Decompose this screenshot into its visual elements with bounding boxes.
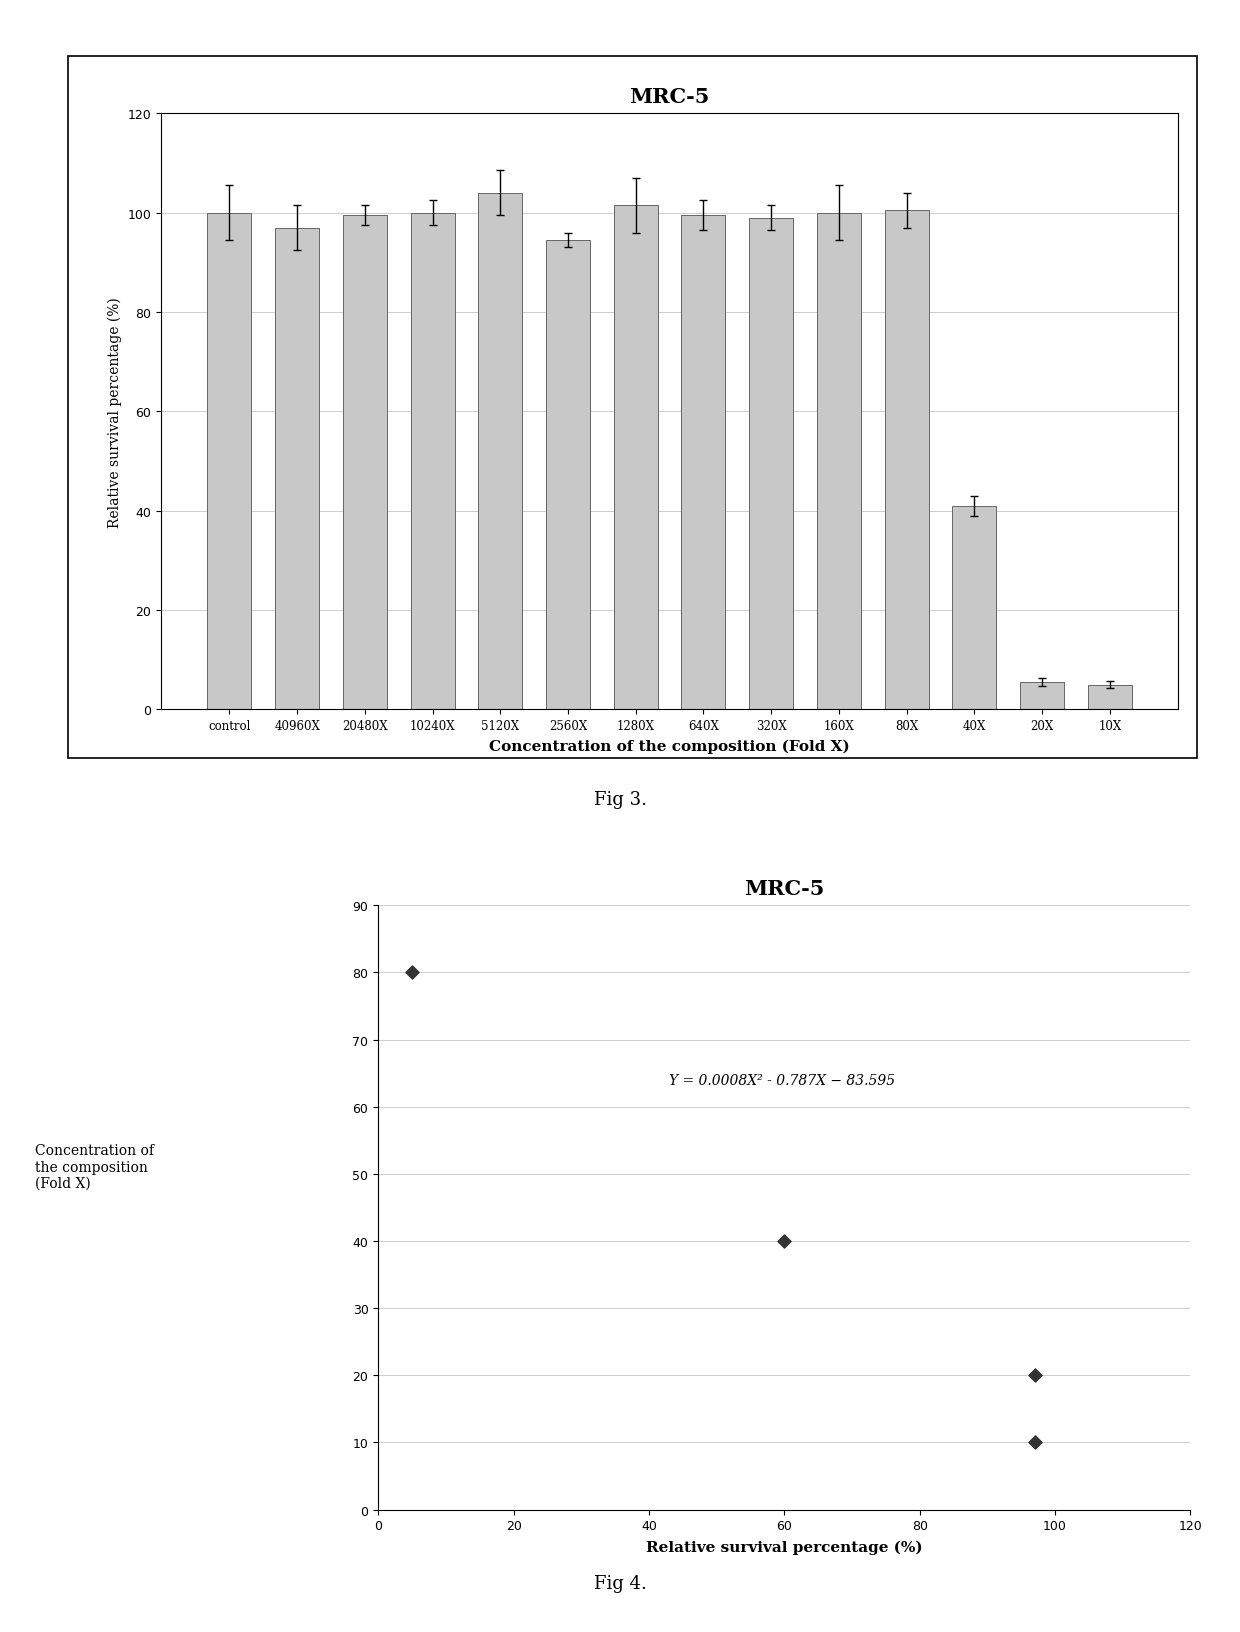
Bar [749,219,794,710]
Bar [1087,685,1132,710]
Title: MRC-5: MRC-5 [630,86,709,108]
Point [1024,1363,1044,1389]
Bar [952,506,997,710]
Bar [546,242,590,710]
Point [1024,1430,1044,1456]
Title: MRC-5: MRC-5 [744,878,825,899]
Text: Concentration of
the composition
(Fold X): Concentration of the composition (Fold X… [35,1144,154,1190]
Bar [410,214,455,710]
Bar [682,215,725,710]
Bar [1021,682,1064,710]
Text: Y = 0.0008X² - 0.787X − 83.595: Y = 0.0008X² - 0.787X − 83.595 [670,1074,895,1087]
X-axis label: Relative survival percentage (%): Relative survival percentage (%) [646,1539,923,1554]
Point [402,960,422,986]
Bar [342,215,387,710]
Y-axis label: Relative survival percentage (%): Relative survival percentage (%) [108,297,122,527]
Bar [479,194,522,710]
Bar [207,214,252,710]
Point [774,1229,794,1255]
Bar [884,211,929,710]
Text: Fig 3.: Fig 3. [594,790,646,809]
Bar [817,214,861,710]
Bar [614,206,657,710]
Text: Fig 4.: Fig 4. [594,1573,646,1593]
Bar [275,228,319,710]
X-axis label: Concentration of the composition (Fold X): Concentration of the composition (Fold X… [490,739,849,754]
